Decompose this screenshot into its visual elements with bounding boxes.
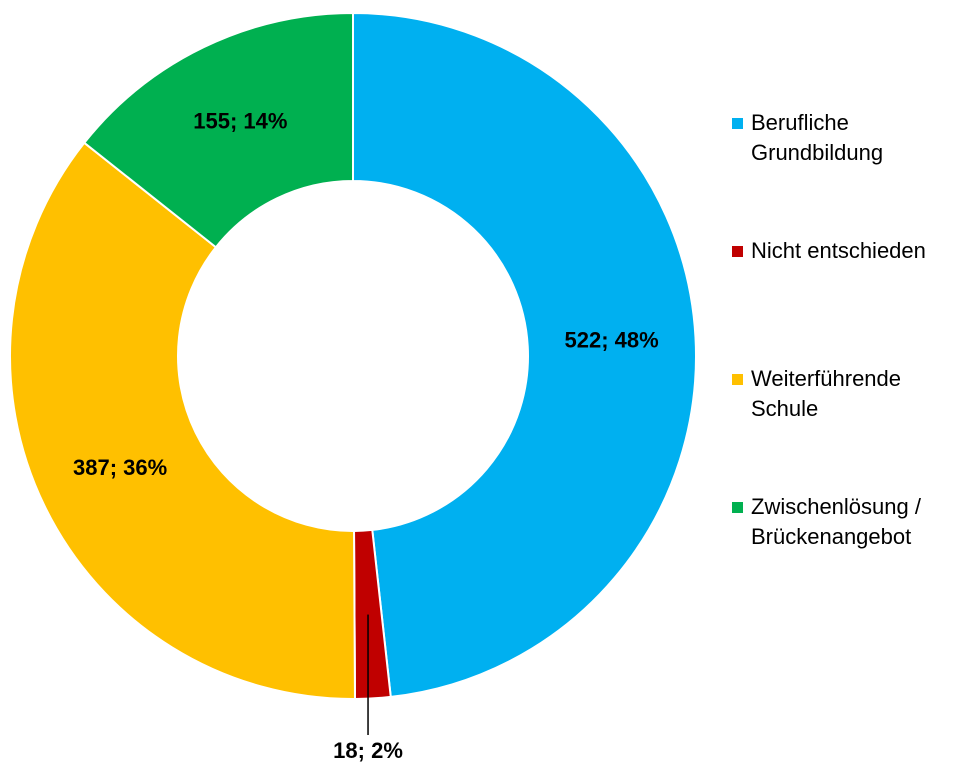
legend-item: Berufliche Grundbildung [732,108,972,236]
legend-swatch [732,246,743,257]
slice [9,141,356,700]
data-label: 18; 2% [333,738,403,763]
data-label: 522; 48% [565,328,659,353]
data-label: 155; 14% [193,109,287,134]
legend-label: Berufliche Grundbildung [751,110,884,165]
data-label: 387; 36% [73,455,167,480]
legend-label: Weiterführende Schule [751,366,902,421]
legend: Berufliche Grundbildung Nicht entschieden… [732,108,972,620]
legend-swatch [732,502,743,513]
legend-label: Nicht entschieden [751,238,926,263]
legend-item: Zwischenlösung / Brückenangebot [732,492,972,620]
legend-item: Weiterführende Schule [732,364,972,492]
legend-label: Zwischenlösung / Brückenangebot [751,494,921,549]
legend-swatch [732,118,743,129]
legend-item: Nicht entschieden [732,236,972,364]
slice [82,11,354,249]
slice [352,11,697,699]
legend-swatch [732,374,743,385]
